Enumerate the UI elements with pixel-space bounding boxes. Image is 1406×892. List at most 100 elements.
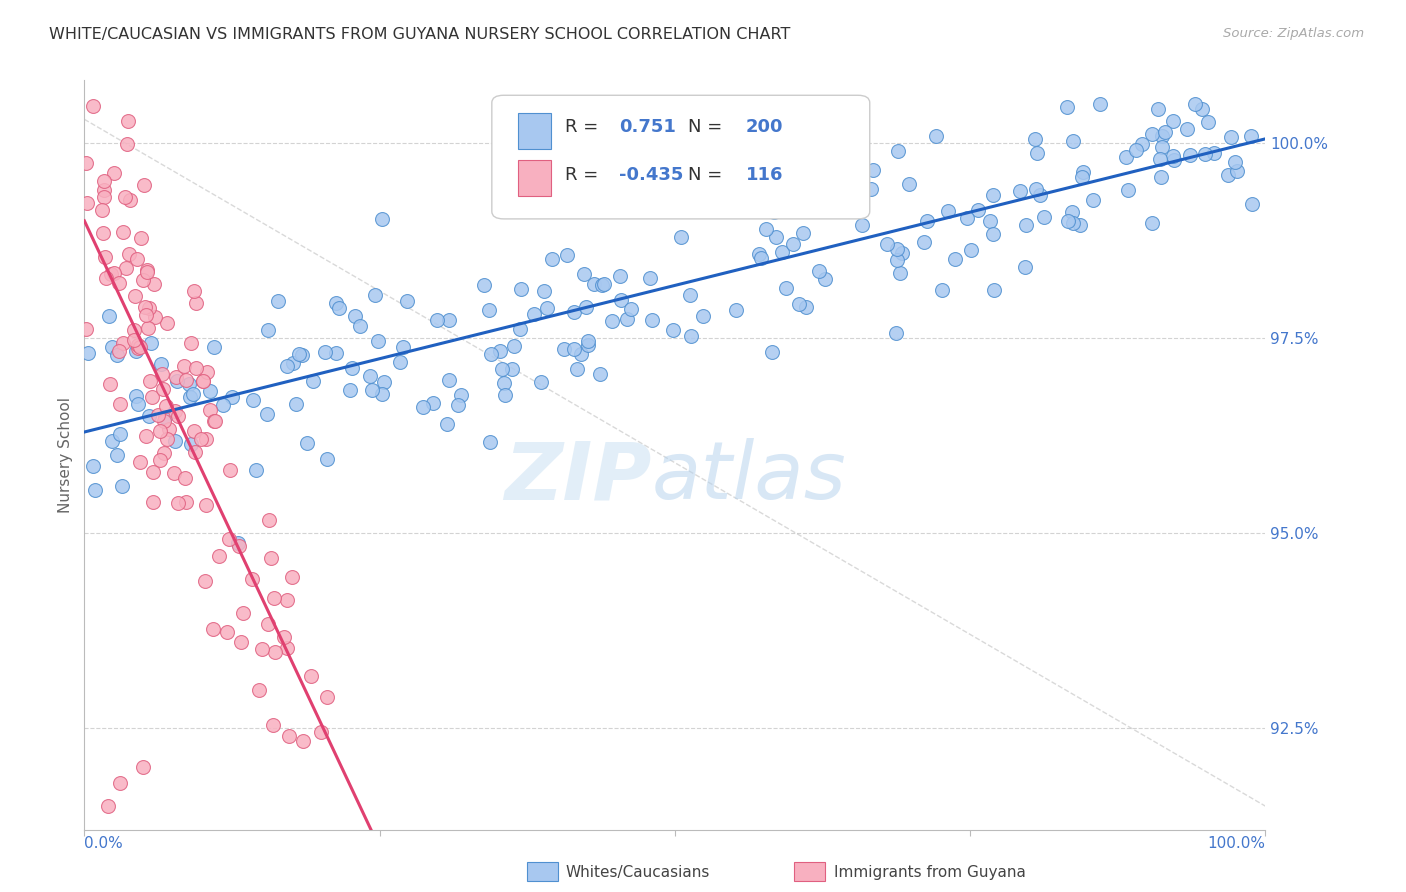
Point xyxy=(576,337,599,351)
Point xyxy=(741,192,763,206)
Point xyxy=(523,307,546,321)
Point xyxy=(1115,150,1137,164)
Point xyxy=(1152,128,1174,143)
Point xyxy=(474,277,496,292)
Point xyxy=(163,466,186,480)
Point xyxy=(576,334,599,348)
Point xyxy=(814,272,837,286)
Point xyxy=(143,277,166,292)
Point xyxy=(981,188,1004,202)
Point xyxy=(132,178,155,193)
Point xyxy=(98,310,121,324)
Point xyxy=(108,776,131,790)
Point xyxy=(553,342,575,356)
Point xyxy=(285,396,308,410)
Point xyxy=(186,360,208,375)
Point xyxy=(799,165,821,179)
Point xyxy=(117,114,139,128)
Point xyxy=(1070,170,1092,185)
Point xyxy=(167,495,190,509)
Point xyxy=(194,574,217,588)
Point xyxy=(281,570,304,584)
Point xyxy=(111,225,134,239)
Point xyxy=(437,312,460,326)
Point xyxy=(807,264,830,278)
Point xyxy=(886,144,908,158)
Point xyxy=(111,479,134,493)
Point xyxy=(231,635,253,649)
Point xyxy=(194,433,217,447)
Point xyxy=(245,463,267,477)
Point xyxy=(118,193,141,207)
Point xyxy=(103,266,125,280)
Point xyxy=(1008,184,1031,198)
Point xyxy=(98,376,121,391)
Point xyxy=(1025,182,1047,196)
Point xyxy=(276,641,298,656)
Point xyxy=(931,283,953,297)
Point xyxy=(291,733,314,747)
Point xyxy=(122,334,145,348)
Point xyxy=(371,387,394,401)
Point xyxy=(277,729,299,743)
Point xyxy=(1216,169,1239,183)
Point xyxy=(503,339,526,353)
Point xyxy=(609,269,631,284)
Point xyxy=(204,414,226,428)
Point xyxy=(325,345,347,359)
Point xyxy=(1015,219,1038,233)
Y-axis label: Nursery School: Nursery School xyxy=(58,397,73,513)
Point xyxy=(176,495,198,509)
Point xyxy=(489,343,512,358)
Point xyxy=(755,222,778,236)
Point xyxy=(82,458,104,473)
Point xyxy=(555,247,578,261)
Point xyxy=(163,404,186,418)
Point xyxy=(1191,102,1213,116)
Point xyxy=(132,760,155,774)
Point xyxy=(1146,102,1168,116)
Point xyxy=(183,424,205,438)
Point xyxy=(915,214,938,228)
Point xyxy=(157,422,180,436)
Point xyxy=(1116,183,1139,197)
Point xyxy=(180,437,202,451)
Point xyxy=(541,252,564,266)
Point xyxy=(1163,153,1185,168)
Point xyxy=(97,799,120,814)
Point xyxy=(1057,213,1080,227)
Point xyxy=(259,551,281,566)
Point xyxy=(494,376,516,391)
Point xyxy=(575,300,598,314)
Point xyxy=(761,344,783,359)
Point xyxy=(1219,130,1241,145)
Point xyxy=(105,348,128,362)
Point xyxy=(135,265,157,279)
Point xyxy=(221,391,243,405)
Point xyxy=(1130,136,1153,151)
Text: 200: 200 xyxy=(745,119,783,136)
Point xyxy=(979,214,1001,228)
Point xyxy=(135,429,157,443)
Point xyxy=(1149,152,1171,166)
Point xyxy=(136,262,159,277)
Point xyxy=(94,270,117,285)
Point xyxy=(1088,96,1111,111)
Point xyxy=(1154,125,1177,139)
Point xyxy=(437,373,460,387)
Point xyxy=(218,532,240,546)
Point xyxy=(1014,260,1036,274)
Point xyxy=(938,203,960,218)
Point xyxy=(1033,210,1056,224)
Point xyxy=(479,347,502,361)
Text: 100.0%: 100.0% xyxy=(1208,836,1265,851)
Point xyxy=(183,284,205,298)
Point xyxy=(198,384,221,398)
Point xyxy=(149,453,172,467)
Point xyxy=(101,434,124,448)
Point xyxy=(107,276,129,290)
Point xyxy=(530,375,553,389)
Point xyxy=(141,390,163,404)
Point xyxy=(361,384,384,398)
Point xyxy=(295,436,318,450)
